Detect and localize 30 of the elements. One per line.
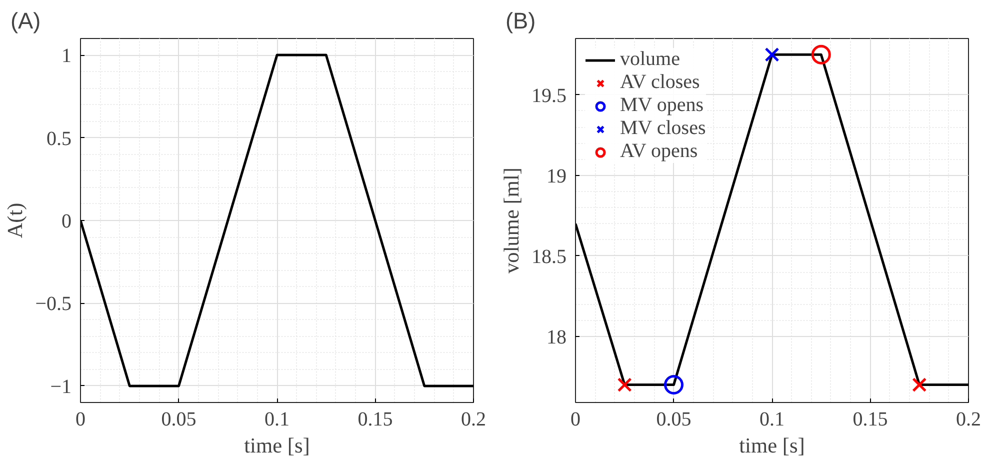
y-tick-label: −1	[50, 376, 72, 398]
y-tick-label: 19.5	[532, 84, 566, 107]
x-tick-label: 0.2	[461, 408, 486, 430]
y-tick-label: 18.5	[532, 246, 566, 268]
y-tick-label: 18	[546, 326, 566, 348]
x-tick-label: 0.15	[358, 408, 393, 430]
y-tick-label: 0	[62, 210, 72, 232]
legend-label: MV closes	[620, 117, 706, 140]
x-tick-label: 0	[570, 408, 580, 430]
x-tick-label: 0.2	[956, 408, 981, 430]
x-tick-label: 0.1	[264, 408, 290, 430]
chart-title: (B)	[506, 8, 536, 34]
x-tick-label: 0	[76, 408, 86, 430]
legend-label: volume	[620, 48, 680, 71]
y-tick-label: 1	[62, 45, 72, 68]
legend-label: AV closes	[620, 71, 700, 94]
x-tick-label: 0.05	[161, 408, 196, 430]
y-tick-label: 19	[546, 165, 566, 188]
y-axis-title: volume [ml]	[500, 167, 524, 274]
x-tick-label: 0.15	[852, 408, 888, 430]
legend-label: MV opens	[620, 94, 704, 117]
legend-label: AV opens	[620, 140, 698, 163]
x-axis-title: time [s]	[244, 434, 310, 458]
y-tick-label: −0.5	[35, 293, 72, 316]
x-axis-title: time [s]	[739, 434, 805, 458]
y-axis-title: A(t)	[3, 202, 28, 238]
x-tick-label: 0.05	[656, 408, 692, 430]
chart-title: (A)	[10, 8, 41, 34]
x-tick-label: 0.1	[760, 408, 784, 430]
y-tick-label: 0.5	[46, 128, 72, 150]
